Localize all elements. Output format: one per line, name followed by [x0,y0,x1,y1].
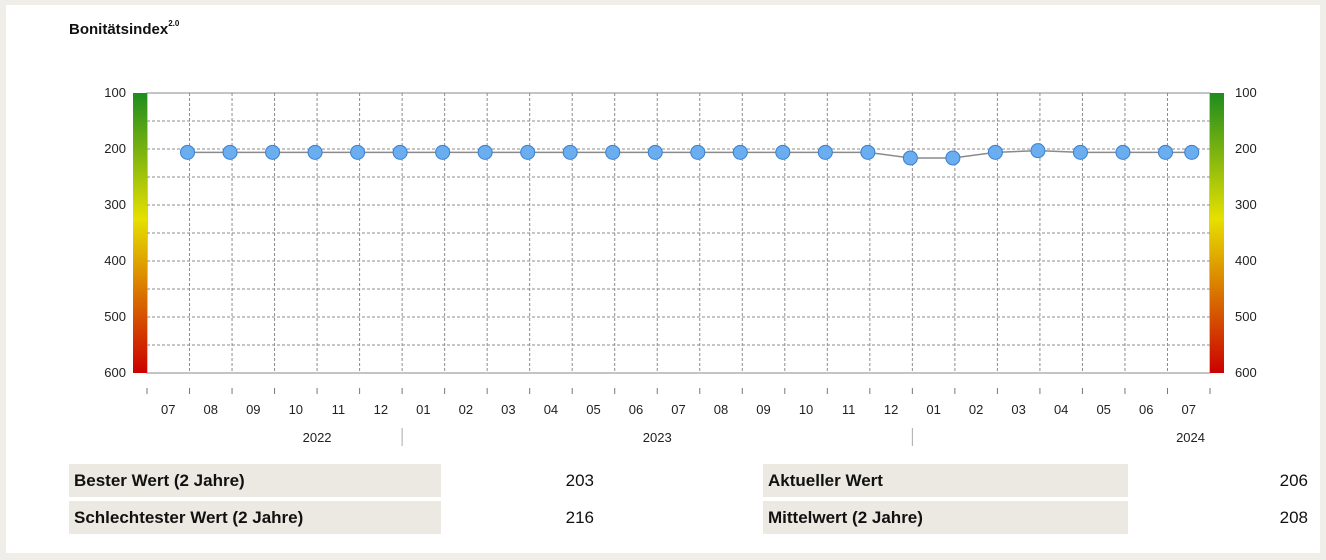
data-point [520,144,536,160]
mean-value-label: Mittelwert (2 Jahre) [763,501,1128,534]
x-tick-label: 10 [799,402,813,417]
data-point [860,144,876,160]
data-point [392,144,408,160]
x-tick-label: 07 [161,402,175,417]
left-scale-bar [133,93,147,373]
y-tick-label-right: 600 [1235,365,1257,380]
x-tick-label: 08 [204,402,218,417]
x-tick-label: 11 [842,402,856,417]
y-tick-label-right: 200 [1235,141,1257,156]
data-point [222,144,238,160]
title-superscript: 2.0 [168,19,180,28]
year-label: 2023 [643,430,672,445]
right-scale-bar [1210,93,1224,373]
x-tick-label: 04 [1054,402,1068,417]
data-point [902,150,918,166]
best-value-label: Bester Wert (2 Jahre) [69,464,441,497]
data-point [605,144,621,160]
chart-title: Bonitätsindex2.0 [69,19,180,38]
y-tick-label-left: 100 [104,85,126,100]
y-tick-label-right: 500 [1235,309,1257,324]
data-point [945,150,961,166]
data-point [1072,144,1088,160]
x-tick-label: 01 [926,402,940,417]
data-point [1030,143,1046,159]
data-point [307,144,323,160]
data-point [435,144,451,160]
y-axis-ticks: 100 100 200 200 300 300 400 400 500 500 600 600 [104,85,1256,380]
x-tick-label: 07 [1182,402,1196,417]
x-tick-label: 02 [459,402,473,417]
data-point [1184,144,1200,160]
y-tick-label-left: 200 [104,141,126,156]
x-tick-label: 06 [1139,402,1153,417]
mean-value: 208 [1279,508,1308,527]
x-tick-label: 05 [1096,402,1110,417]
worst-value: 216 [565,508,594,527]
series-line [180,143,1200,166]
x-tick-label: 01 [416,402,430,417]
data-point [1115,144,1131,160]
data-point [647,144,663,160]
data-point [732,144,748,160]
x-tick-label: 03 [501,402,515,417]
x-tick-label: 09 [756,402,770,417]
y-tick-label-left: 300 [104,197,126,212]
current-value: 206 [1279,471,1308,490]
x-tick-label: 08 [714,402,728,417]
year-label: 2022 [303,430,332,445]
x-tick-label: 07 [671,402,685,417]
year-label: 2024 [1176,430,1205,445]
x-tick-label: 06 [629,402,643,417]
x-tick-label: 10 [289,402,303,417]
stats-row-worst-mean: Schlechtester Wert (2 Jahre) 216 Mittelw… [69,501,1309,534]
x-tick-label: 09 [246,402,260,417]
y-tick-label-right: 400 [1235,253,1257,268]
data-point [987,144,1003,160]
data-point [562,144,578,160]
y-tick-label-left: 500 [104,309,126,324]
y-tick-label-left: 400 [104,253,126,268]
data-point [775,144,791,160]
x-tick-label: 03 [1011,402,1025,417]
data-point [817,144,833,160]
x-tick-label: 11 [332,402,346,417]
x-tick-label: 02 [969,402,983,417]
y-tick-label-left: 600 [104,365,126,380]
x-tick-label: 12 [884,402,898,417]
current-value-label: Aktueller Wert [763,464,1128,497]
data-point [1157,144,1173,160]
x-tick-label: 05 [586,402,600,417]
data-point [477,144,493,160]
data-point [265,144,281,160]
y-tick-label-right: 100 [1235,85,1257,100]
data-point [690,144,706,160]
x-tick-label: 04 [544,402,558,417]
stats-row-best-current: Bester Wert (2 Jahre) 203 Aktueller Wert… [69,464,1309,497]
x-axis-ticks: 07 08 09 10 11 12 01 02 03 04 05 06 07 08 09 10 11 12 01 02… [146,388,1211,446]
best-value: 203 [565,471,594,490]
worst-value-label: Schlechtester Wert (2 Jahre) [69,501,441,534]
x-tick-label: 12 [374,402,388,417]
y-tick-label-right: 300 [1235,197,1257,212]
data-point [350,144,366,160]
data-point [180,144,196,160]
